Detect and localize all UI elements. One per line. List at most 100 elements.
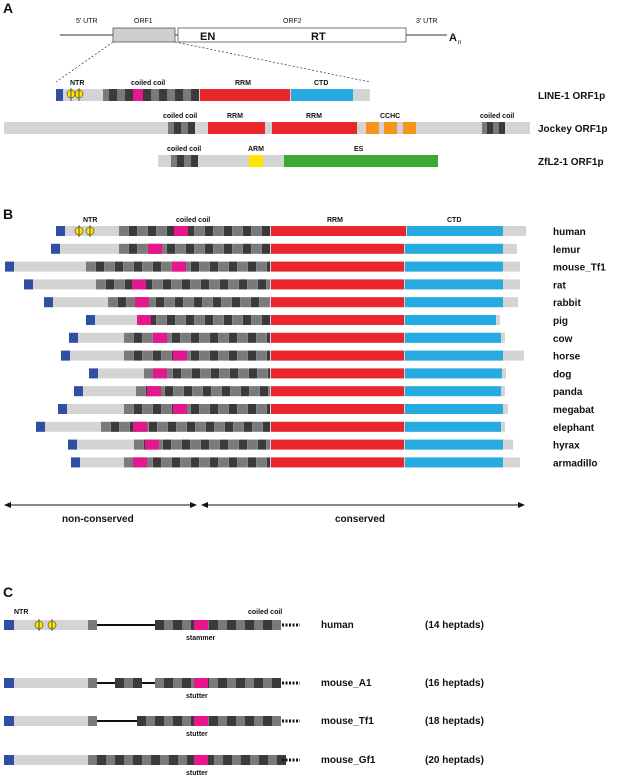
- stutter-block: [145, 439, 159, 450]
- rrm-block: [271, 261, 404, 272]
- heptad: [142, 755, 151, 765]
- jockey-rrm-1: [208, 122, 265, 134]
- species-row-lemur: lemur: [51, 243, 580, 256]
- heptad: [205, 421, 215, 432]
- heptad: [277, 755, 286, 765]
- heptad-count: (16 heptads): [425, 678, 484, 689]
- heptad: [134, 439, 143, 450]
- heptad: [158, 421, 167, 432]
- heptad: [153, 279, 162, 290]
- panel-c-row-mouse_A1: stutter mouse_A1 (16 heptads): [4, 678, 484, 700]
- heptad: [183, 386, 193, 397]
- heptad: [259, 386, 269, 397]
- conserved-arrowhead-right: [518, 502, 525, 508]
- heptad: [245, 678, 254, 688]
- heptad: [254, 620, 263, 630]
- heptad: [143, 261, 152, 272]
- utr3-label: 3' UTR: [416, 18, 438, 25]
- heptad-count: (14 heptads): [425, 620, 484, 631]
- marker-label: stammer: [186, 635, 215, 642]
- ntr-block: [71, 457, 80, 468]
- ctd-block: [405, 368, 502, 379]
- heptad: [143, 404, 152, 414]
- heptad: [120, 421, 129, 432]
- ctd-block: [405, 386, 501, 397]
- heptad: [152, 457, 162, 468]
- heptad: [124, 404, 133, 414]
- jockey-rrm-2: [272, 122, 357, 134]
- non-conserved-arrowhead-right: [190, 502, 197, 508]
- heptad: [97, 755, 106, 765]
- heptad: [219, 350, 228, 361]
- heptad: [115, 279, 124, 290]
- line1-orf1p-name: LINE-1 ORF1p: [538, 91, 605, 102]
- heptad: [181, 439, 191, 450]
- heptad: [238, 404, 247, 414]
- ntr-block: [69, 332, 78, 343]
- heptad: [88, 678, 97, 688]
- heptad: [173, 620, 182, 630]
- heptad: [86, 261, 95, 272]
- line1-rrm-label: RRM: [235, 80, 251, 87]
- heptad: [133, 678, 142, 688]
- heptad: [143, 457, 152, 468]
- ntr-block: [61, 350, 70, 361]
- rrm-block: [271, 386, 404, 397]
- ctd-block: [405, 457, 503, 468]
- species-label: human: [553, 227, 586, 238]
- species-label: panda: [553, 387, 583, 398]
- backbone: [14, 716, 88, 726]
- panel-b-ctd-header: CTD: [447, 217, 461, 224]
- ntr-block: [51, 243, 60, 254]
- heptad: [173, 678, 182, 688]
- species-row-horse: horse: [61, 350, 581, 363]
- ctd-block: [405, 332, 501, 343]
- heptad: [214, 755, 223, 765]
- heptad: [190, 261, 200, 272]
- heptad: [210, 439, 219, 450]
- heptad: [209, 620, 218, 630]
- ctd-block: [405, 421, 501, 432]
- heptad: [187, 755, 196, 765]
- heptad: [182, 678, 191, 688]
- heptad: [162, 350, 171, 361]
- heptad: [254, 716, 263, 726]
- heptad: [155, 297, 165, 308]
- zoom-line-right: [174, 41, 371, 83]
- heptad: [124, 678, 133, 688]
- heptad: [231, 297, 241, 308]
- panel-c-row-human: stammer human (14 heptads): [4, 619, 484, 642]
- jockey-orf1p-diagram: [4, 122, 530, 134]
- heptad: [222, 297, 231, 308]
- heptad: [164, 620, 173, 630]
- line1-ctd-label: CTD: [314, 80, 328, 87]
- species-label: elephant: [553, 423, 595, 434]
- panel-b-coiled-coil-header: coiled coil: [176, 217, 210, 224]
- heptad: [252, 226, 261, 236]
- heptad: [204, 243, 214, 254]
- heptad: [214, 315, 223, 325]
- heptad: [223, 226, 233, 236]
- species-row-armadillo: armadillo: [71, 457, 597, 469]
- species-label: megabat: [553, 405, 595, 416]
- heptad: [240, 386, 250, 397]
- heptad: [157, 226, 166, 236]
- heptad: [182, 368, 191, 379]
- heptad: [242, 243, 252, 254]
- line1-ntr-block: [56, 89, 63, 101]
- line1-rrm: [200, 89, 290, 101]
- species-row-megabat: megabat: [58, 404, 595, 416]
- heptad: [191, 368, 201, 379]
- line1-ctd: [291, 89, 353, 101]
- ntr-block: [74, 386, 83, 397]
- stutter-block: [174, 226, 188, 236]
- heptad-count: (18 heptads): [425, 716, 484, 727]
- heptad: [263, 678, 272, 688]
- heptad: [115, 755, 124, 765]
- heptad: [155, 716, 164, 726]
- heptad: [257, 261, 266, 272]
- heptad: [228, 261, 238, 272]
- heptad: [257, 404, 266, 414]
- line1-phospho-icon: [66, 88, 84, 101]
- heptad: [238, 261, 247, 272]
